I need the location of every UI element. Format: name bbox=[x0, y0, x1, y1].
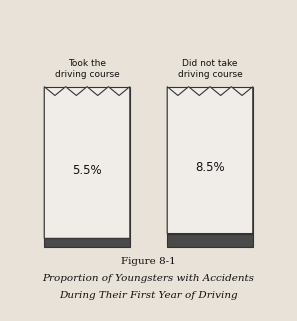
Polygon shape bbox=[44, 87, 130, 238]
Polygon shape bbox=[167, 87, 253, 234]
Text: 8.5%: 8.5% bbox=[195, 161, 225, 174]
Text: Did not take
driving course: Did not take driving course bbox=[178, 58, 242, 79]
Bar bbox=[167, 87, 253, 234]
Text: 5.5%: 5.5% bbox=[72, 164, 102, 177]
Text: Took the
driving course: Took the driving course bbox=[55, 58, 119, 79]
Text: Proportion of Youngsters with Accidents: Proportion of Youngsters with Accidents bbox=[42, 274, 255, 283]
Bar bbox=[44, 238, 130, 247]
Text: Figure 8-1: Figure 8-1 bbox=[121, 257, 176, 266]
Bar bbox=[44, 87, 130, 238]
Text: During Their First Year of Driving: During Their First Year of Driving bbox=[59, 291, 238, 299]
Bar bbox=[167, 234, 253, 247]
